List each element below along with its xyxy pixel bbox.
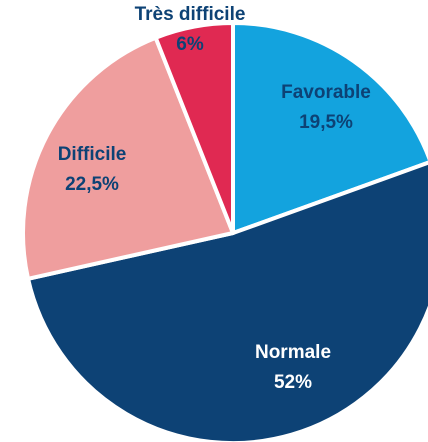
slice-label-difficile: Difficile [58, 144, 127, 165]
slice-value-normale: 52% [274, 372, 312, 393]
slice-label-normale: Normale [255, 342, 331, 363]
slice-value-tres-difficile: 6% [176, 34, 204, 55]
slice-label-tres-difficile: Très difficile [135, 4, 246, 25]
pie-labels: Favorable 19,5% Normale 52% Difficile 22,5% Tr… [58, 4, 371, 393]
pie-slice-normale [26, 160, 428, 442]
slice-value-favorable: 19,5% [299, 112, 353, 133]
slice-label-favorable: Favorable [281, 82, 371, 103]
pie-slice-difficile [21, 35, 235, 281]
slice-value-difficile: 22,5% [65, 174, 119, 195]
pie-slices [21, 21, 428, 442]
pie-slice-favorable [231, 21, 428, 235]
pie-slice-tres-difficile [153, 21, 235, 235]
